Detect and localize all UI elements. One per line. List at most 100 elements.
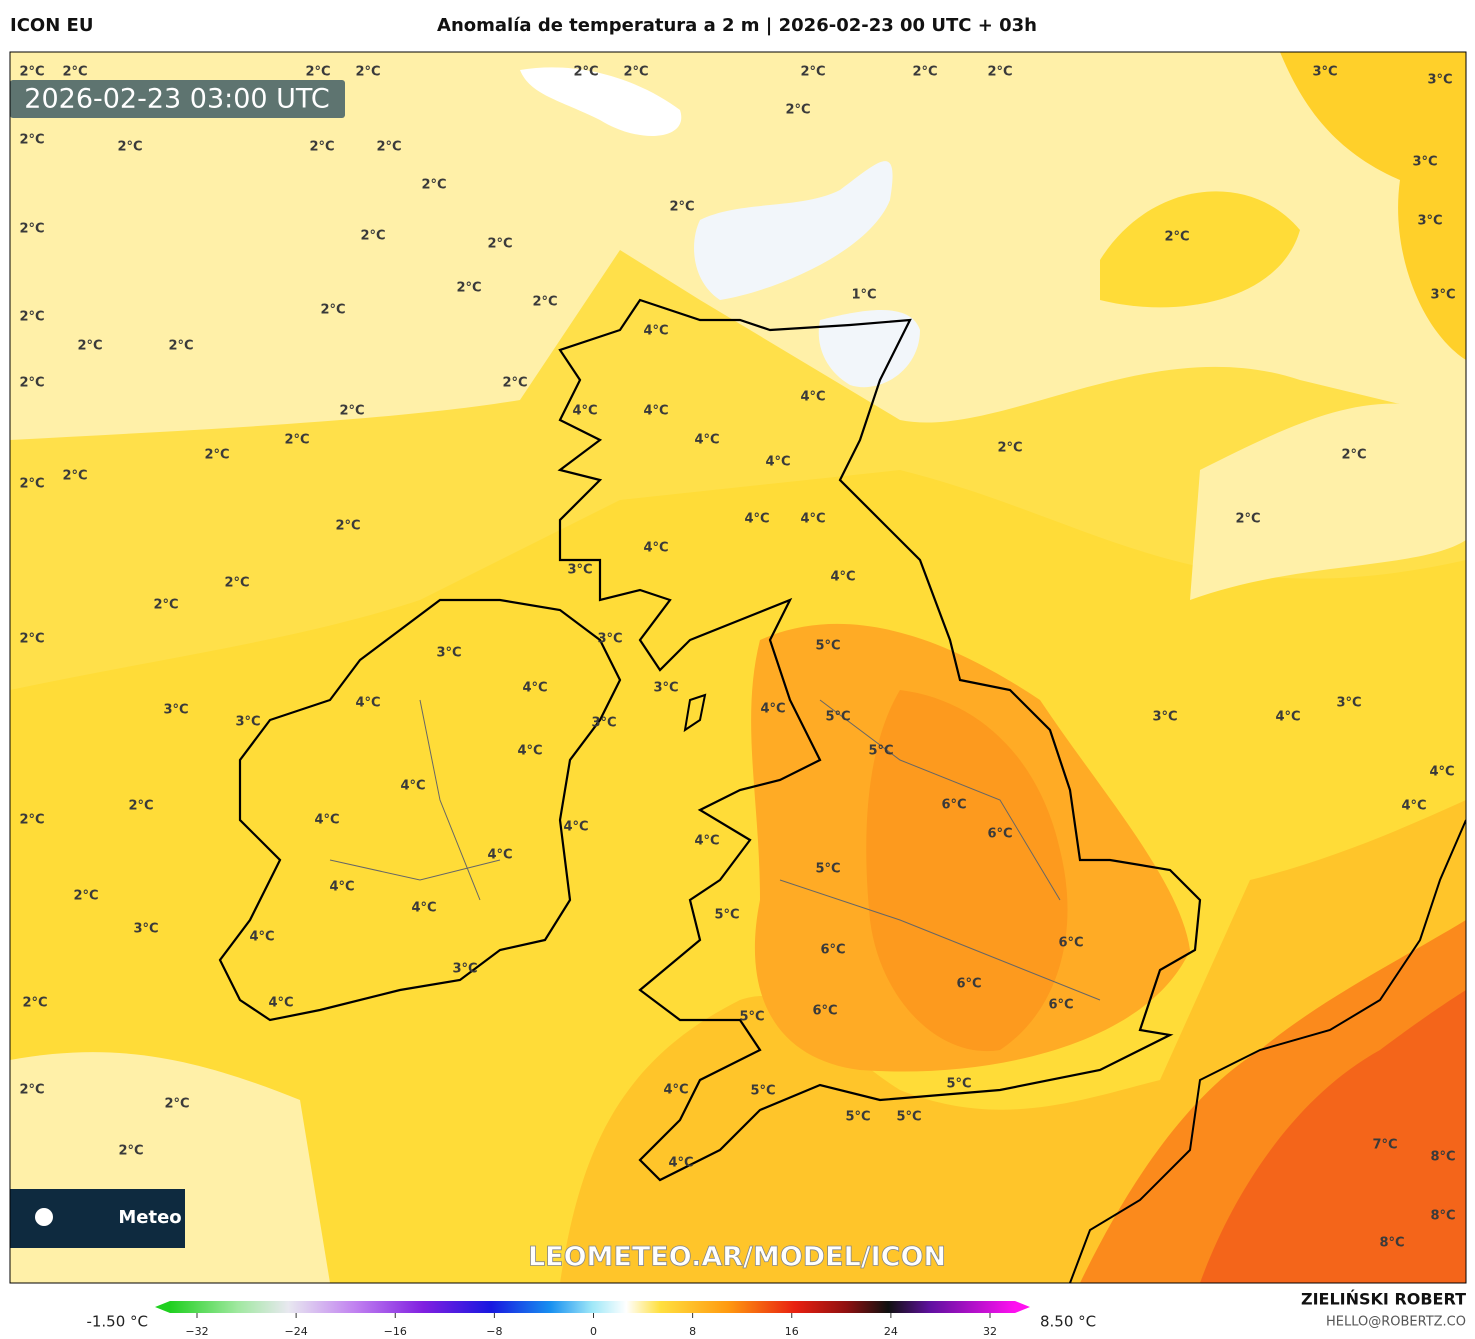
temperature-label: 2°C xyxy=(77,339,102,354)
colorbar-tick-label: 24 xyxy=(884,1325,898,1338)
temperature-label: 2°C xyxy=(800,65,825,80)
temperature-label: 2°C xyxy=(224,576,249,591)
logo-sun xyxy=(35,1208,53,1226)
temperature-label: 3°C xyxy=(436,646,461,661)
temperature-label: 5°C xyxy=(714,908,739,923)
temperature-label: 2°C xyxy=(502,376,527,391)
temperature-label: 1°C xyxy=(851,288,876,303)
temperature-label: 4°C xyxy=(411,901,436,916)
temperature-label: 4°C xyxy=(800,390,825,405)
temperature-label: 2°C xyxy=(487,237,512,252)
temperature-label: 5°C xyxy=(739,1010,764,1025)
temperature-label: 4°C xyxy=(643,404,668,419)
temperature-label: 7°C xyxy=(1372,1138,1397,1153)
temperature-label: 2°C xyxy=(19,1083,44,1098)
temperature-label: 3°C xyxy=(597,632,622,647)
temperature-label: 2°C xyxy=(1235,512,1260,527)
colorbar-tick-label: −32 xyxy=(185,1325,208,1338)
temperature-label: 2°C xyxy=(669,200,694,215)
temperature-label: 2°C xyxy=(284,433,309,448)
warm-patch xyxy=(1280,52,1466,360)
temperature-label: 2°C xyxy=(204,448,229,463)
temperature-label: 2°C xyxy=(997,441,1022,456)
temperature-label: 4°C xyxy=(1429,765,1454,780)
temperature-label: 2°C xyxy=(320,303,345,318)
map-frame xyxy=(9,51,1467,1284)
cool-patch xyxy=(1190,403,1466,600)
temperature-label: 2°C xyxy=(19,477,44,492)
temperature-label: 3°C xyxy=(235,715,260,730)
hot-band xyxy=(1200,990,1466,1283)
cold-patch xyxy=(818,310,920,388)
colorbar-tick-label: 16 xyxy=(785,1325,799,1338)
colorbar-min-label: -1.50 °C xyxy=(86,1313,148,1331)
temperature-label: 2°C xyxy=(573,65,598,80)
temperature-label: 2°C xyxy=(117,140,142,155)
temperature-label: 3°C xyxy=(653,681,678,696)
colorbar-tick-label: 0 xyxy=(590,1325,597,1338)
coastline-continent xyxy=(1069,819,1466,1283)
colorbar-max-label: 8.50 °C xyxy=(1040,1313,1096,1331)
colorbar-tick-label: −24 xyxy=(285,1325,308,1338)
temperature-label: 4°C xyxy=(563,820,588,835)
temperature-label: 6°C xyxy=(956,977,981,992)
temperature-label: 6°C xyxy=(1048,998,1073,1013)
temperature-label: 2°C xyxy=(73,889,98,904)
temperature-label: 4°C xyxy=(694,433,719,448)
temperature-label: 2°C xyxy=(19,632,44,647)
temperature-label: 4°C xyxy=(663,1083,688,1098)
temperature-label: 5°C xyxy=(896,1110,921,1125)
temperature-label: 2°C xyxy=(360,229,385,244)
temperature-label: 4°C xyxy=(765,455,790,470)
temperature-label: 4°C xyxy=(268,996,293,1011)
temperature-label: 4°C xyxy=(487,848,512,863)
temperature-label: 2°C xyxy=(309,140,334,155)
map-title: Anomalía de temperatura a 2 m | 2026-02-… xyxy=(437,15,1037,36)
temperature-label: 6°C xyxy=(812,1004,837,1019)
temperature-label: 2°C xyxy=(19,133,44,148)
temperature-label: 2°C xyxy=(62,469,87,484)
temperature-label: 2°C xyxy=(62,65,87,80)
watermark: LEOMETEO.AR/MODEL/ICON xyxy=(528,1242,946,1273)
temperature-label: 4°C xyxy=(400,779,425,794)
coastline-isle-of-man xyxy=(683,693,707,733)
temperature-label: 2°C xyxy=(987,65,1012,80)
temperature-label: 2°C xyxy=(339,404,364,419)
temperature-label: 4°C xyxy=(572,404,597,419)
colorbar-tick-label: −16 xyxy=(384,1325,407,1338)
temperature-label: 4°C xyxy=(517,744,542,759)
temperature-label: 4°C xyxy=(643,324,668,339)
colorbar-extend-min xyxy=(155,1301,170,1313)
warm-band xyxy=(866,690,1068,1052)
warm-patch xyxy=(1100,191,1300,308)
temperature-label: 3°C xyxy=(163,703,188,718)
temperature-label: 2°C xyxy=(1164,230,1189,245)
temperature-label: 3°C xyxy=(1430,288,1455,303)
temperature-label: 3°C xyxy=(1417,214,1442,229)
temperature-label: 4°C xyxy=(249,930,274,945)
temperature-label: 8°C xyxy=(1430,1150,1455,1165)
temperature-label: 8°C xyxy=(1430,1209,1455,1224)
temperature-label: 5°C xyxy=(750,1084,775,1099)
valid-time: 2026-02-23 03:00 UTC xyxy=(24,84,329,115)
temperature-label: 4°C xyxy=(1275,710,1300,725)
temperature-label: 2°C xyxy=(355,65,380,80)
temperature-label: 3°C xyxy=(133,922,158,937)
temperature-label: 2°C xyxy=(22,996,47,1011)
temperature-label: 2°C xyxy=(19,65,44,80)
temperature-label: 3°C xyxy=(1427,73,1452,88)
temperature-label: 3°C xyxy=(452,962,477,977)
warm-band xyxy=(10,470,1466,1283)
cold-patch xyxy=(694,161,893,300)
temperature-label: 2°C xyxy=(19,376,44,391)
temperature-label: 2°C xyxy=(153,598,178,613)
temperature-label: 5°C xyxy=(845,1110,870,1125)
colorbar-tick-label: 32 xyxy=(983,1325,997,1338)
temperature-label: 6°C xyxy=(941,798,966,813)
model-name: ICON EU xyxy=(10,15,93,36)
temperature-label: 2°C xyxy=(19,813,44,828)
temperature-label: 2°C xyxy=(335,519,360,534)
map: 2026-02-23 03:00 UTC Meteo LEOMETEO.AR/M… xyxy=(10,52,1466,1283)
temperature-label: 6°C xyxy=(987,827,1012,842)
temperature-label: 2°C xyxy=(376,140,401,155)
